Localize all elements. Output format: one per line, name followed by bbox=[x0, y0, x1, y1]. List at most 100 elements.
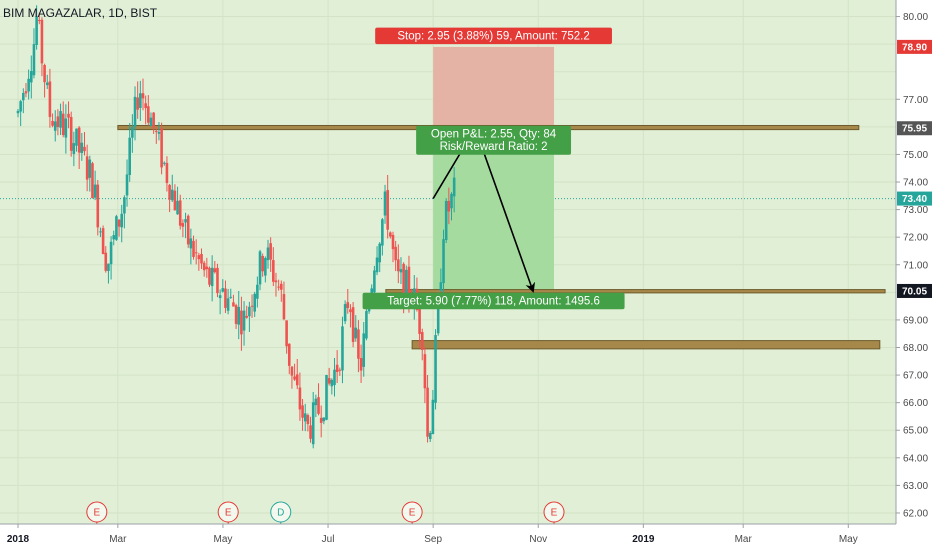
candle-body bbox=[383, 191, 387, 216]
candle-body bbox=[101, 228, 105, 255]
price-tag-label: 75.95 bbox=[902, 124, 927, 135]
stop-label-box bbox=[375, 27, 612, 45]
candle-body bbox=[256, 284, 259, 299]
candle-body bbox=[149, 117, 153, 127]
price-tag: 70.05 bbox=[897, 283, 932, 298]
candle-body bbox=[295, 374, 299, 386]
candle-body bbox=[152, 112, 155, 128]
x-tick-label: Nov bbox=[529, 534, 547, 545]
price-tag-box bbox=[897, 39, 932, 54]
event-marker: E bbox=[543, 501, 565, 524]
candle-body bbox=[170, 189, 174, 201]
candle-body bbox=[37, 20, 41, 22]
price-tag-label: 73.40 bbox=[902, 194, 927, 205]
x-tick-label: Sep bbox=[424, 534, 442, 545]
candle-body bbox=[298, 387, 302, 410]
x-tick-label: May bbox=[213, 534, 232, 545]
candle-body bbox=[80, 142, 84, 154]
candle-body bbox=[391, 234, 395, 250]
candle-body bbox=[428, 432, 432, 440]
y-tick-label: 63.00 bbox=[903, 481, 928, 492]
candle-body bbox=[282, 294, 286, 320]
price-tag-label: 78.90 bbox=[902, 42, 927, 53]
target-label-box bbox=[362, 292, 625, 310]
candle-body bbox=[128, 137, 132, 175]
candle-body bbox=[394, 246, 397, 261]
y-tick-label: 74.00 bbox=[903, 178, 928, 189]
candle-body bbox=[72, 143, 76, 154]
y-tick-label: 72.00 bbox=[903, 233, 928, 244]
trade-arrow-segment bbox=[474, 127, 536, 293]
x-tick-label: Jul bbox=[322, 534, 335, 545]
candle-body bbox=[16, 110, 20, 114]
candle-body bbox=[168, 184, 171, 200]
candle-body bbox=[139, 93, 142, 108]
x-axis-panel bbox=[0, 524, 932, 550]
candle-body bbox=[24, 91, 28, 94]
chart-title: BIM MAGAZALAR, 1D, BIST bbox=[3, 6, 158, 20]
candle-body bbox=[261, 255, 264, 272]
candle-body bbox=[22, 93, 25, 101]
candle-body bbox=[354, 327, 358, 339]
candle-body bbox=[232, 302, 235, 307]
candle-body bbox=[452, 177, 456, 197]
candle-body bbox=[115, 216, 118, 240]
candle-body bbox=[197, 255, 201, 260]
candle-body bbox=[200, 253, 203, 264]
candle-body bbox=[53, 121, 57, 131]
candle-body bbox=[341, 326, 344, 371]
candle-body bbox=[40, 19, 44, 64]
y-tick-label: 75.00 bbox=[903, 150, 928, 161]
candle-body bbox=[123, 197, 126, 214]
candle-body bbox=[423, 354, 427, 389]
event-letter: E bbox=[225, 508, 232, 519]
candle-body bbox=[160, 128, 163, 168]
candle-body bbox=[277, 286, 280, 288]
candle-body bbox=[85, 156, 89, 180]
candle-body bbox=[136, 97, 139, 110]
pnl-label-text: Open P&L: 2.55, Qty: 84 bbox=[431, 129, 557, 141]
candle-body bbox=[338, 369, 342, 371]
price-tag: 73.40 bbox=[897, 191, 932, 206]
candle-body bbox=[144, 103, 147, 109]
candle-body bbox=[154, 130, 158, 132]
candle-body bbox=[333, 369, 336, 386]
price-tag: 75.95 bbox=[897, 121, 932, 136]
y-tick-label: 80.00 bbox=[903, 12, 928, 23]
candle-body bbox=[91, 163, 94, 199]
candle-body bbox=[447, 200, 451, 212]
target-label-text: Target: 5.90 (7.77%) 118, Amount: 1495.6 bbox=[387, 296, 600, 308]
y-tick-label: 65.00 bbox=[903, 426, 928, 437]
event-letter: D bbox=[277, 508, 284, 519]
stop-label: Stop: 2.95 (3.88%) 59, Amount: 752.2 bbox=[375, 27, 612, 45]
event-marker: E bbox=[217, 501, 239, 524]
event-letter: E bbox=[551, 508, 558, 519]
candle-body bbox=[431, 399, 435, 435]
candle-body bbox=[133, 96, 137, 127]
y-tick-label: 77.00 bbox=[903, 95, 928, 106]
trade-zones bbox=[433, 46, 555, 291]
candle-body bbox=[56, 116, 60, 128]
candle-body bbox=[285, 320, 288, 347]
y-tick-label: 71.00 bbox=[903, 260, 928, 271]
candle-body bbox=[226, 298, 230, 311]
candle-body bbox=[218, 295, 222, 299]
candle-body bbox=[83, 146, 86, 152]
y-axis-panel bbox=[896, 0, 932, 550]
candle-body bbox=[216, 267, 219, 294]
candle-body bbox=[93, 184, 97, 198]
candle-body bbox=[120, 213, 124, 228]
candle-body bbox=[117, 219, 121, 227]
candle-body bbox=[51, 120, 54, 126]
candle-body bbox=[186, 215, 190, 245]
candle-body bbox=[389, 232, 392, 237]
candle-body bbox=[178, 200, 182, 226]
candle-body bbox=[359, 358, 363, 371]
candle-body bbox=[450, 193, 453, 209]
candle-body bbox=[107, 263, 110, 272]
candle-body bbox=[399, 269, 403, 273]
candle-body bbox=[234, 305, 238, 324]
target-zone bbox=[433, 128, 555, 291]
